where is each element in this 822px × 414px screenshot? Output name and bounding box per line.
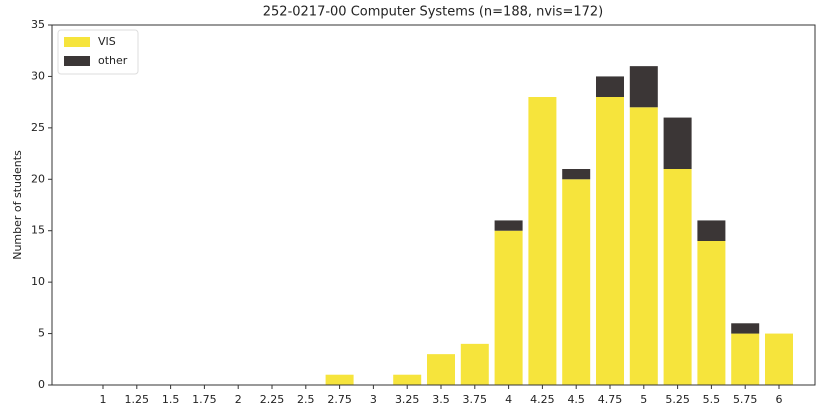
y-tick-label: 35 <box>31 18 45 31</box>
bar <box>325 374 354 385</box>
bar <box>663 169 692 385</box>
legend-swatch <box>64 37 90 47</box>
y-axis-label: Number of students <box>11 150 24 260</box>
x-tick-label: 3.5 <box>432 393 450 406</box>
x-tick-label: 6 <box>776 393 783 406</box>
y-tick-label: 30 <box>31 69 45 82</box>
bar <box>731 323 760 334</box>
bar <box>393 374 422 385</box>
bar <box>494 220 523 231</box>
x-tick-label: 3.25 <box>395 393 420 406</box>
bar <box>596 97 624 385</box>
x-tick-label: 4.25 <box>530 393 555 406</box>
bar <box>427 354 455 385</box>
legend-label: VIS <box>98 35 116 48</box>
x-tick-label: 1.75 <box>192 393 217 406</box>
x-tick-label: 1.5 <box>162 393 180 406</box>
x-tick-label: 2.25 <box>260 393 285 406</box>
bar <box>596 76 624 97</box>
x-tick-label: 3.75 <box>463 393 488 406</box>
y-tick-label: 15 <box>31 224 45 237</box>
y-tick-label: 20 <box>31 172 45 185</box>
x-tick-label: 4.5 <box>567 393 585 406</box>
bar <box>562 169 591 180</box>
bar <box>528 97 557 385</box>
chart-title: 252-0217-00 Computer Systems (n=188, nvi… <box>263 5 603 20</box>
x-tick-label: 1 <box>100 393 107 406</box>
plot-frame <box>51 24 816 386</box>
bar <box>697 241 726 385</box>
x-tick-label: 5.5 <box>703 393 721 406</box>
y-tick-label: 10 <box>31 275 45 288</box>
bar <box>494 230 523 385</box>
y-tick-label: 0 <box>38 378 45 391</box>
x-tick-label: 2.75 <box>327 393 352 406</box>
bar <box>765 333 793 385</box>
legend-label: other <box>98 54 128 67</box>
x-tick-label: 5 <box>640 393 647 406</box>
x-tick-label: 5.75 <box>733 393 758 406</box>
bar <box>460 343 489 385</box>
bar <box>731 333 760 385</box>
y-tick-label: 25 <box>31 121 45 134</box>
x-tick-label: 3 <box>370 393 377 406</box>
bar <box>663 117 692 169</box>
x-tick-label: 5.25 <box>665 393 690 406</box>
x-tick-label: 1.25 <box>125 393 150 406</box>
bar <box>697 220 726 241</box>
bar <box>562 179 591 385</box>
y-tick-label: 5 <box>38 327 45 340</box>
bar <box>629 66 658 108</box>
x-tick-label: 4 <box>505 393 512 406</box>
bar <box>629 107 658 386</box>
legend-swatch <box>64 56 90 66</box>
x-tick-label: 2 <box>235 393 242 406</box>
x-tick-label: 2.5 <box>297 393 315 406</box>
x-tick-label: 4.75 <box>598 393 623 406</box>
